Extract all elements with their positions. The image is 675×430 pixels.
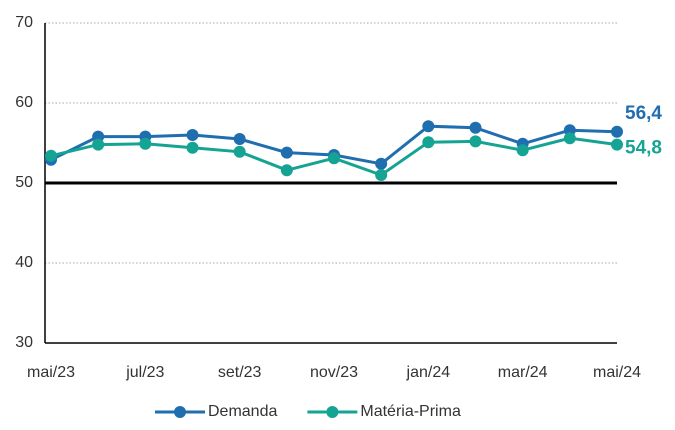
point [186,129,199,141]
x-tick-label: mai/23 [27,364,75,381]
point [375,157,388,170]
point [233,133,246,145]
data-label: 56,4 [625,103,662,124]
point [186,141,199,154]
x-tick-label: mai/24 [593,364,641,381]
point [422,120,435,133]
point [139,137,152,150]
x-tick-label: jan/24 [406,364,451,381]
legend-label: Matéria-Prima [360,403,461,420]
legend-marker [174,406,186,418]
data-label: 54,8 [625,138,662,159]
point [92,138,105,151]
point [563,132,576,145]
point [516,144,529,157]
x-tick-label: mar/24 [498,364,548,381]
y-tick-label: 60 [15,94,33,111]
point [45,149,57,162]
legend-marker [326,406,339,418]
legend-label: Demanda [208,403,277,420]
point [280,164,293,177]
y-tick-label: 50 [15,174,33,191]
x-tick-label: jul/23 [125,364,164,381]
y-tick-label: 30 [15,334,33,351]
point [233,145,246,158]
point [280,146,293,159]
y-tick-label: 70 [15,14,33,31]
point [422,136,435,149]
x-tick-label: set/23 [218,364,262,381]
x-tick-label: nov/23 [310,364,358,381]
point [611,125,623,138]
point [328,152,340,165]
point [375,169,388,181]
point [469,135,482,148]
point [611,138,623,151]
point [469,121,482,134]
y-tick-label: 40 [15,254,33,271]
